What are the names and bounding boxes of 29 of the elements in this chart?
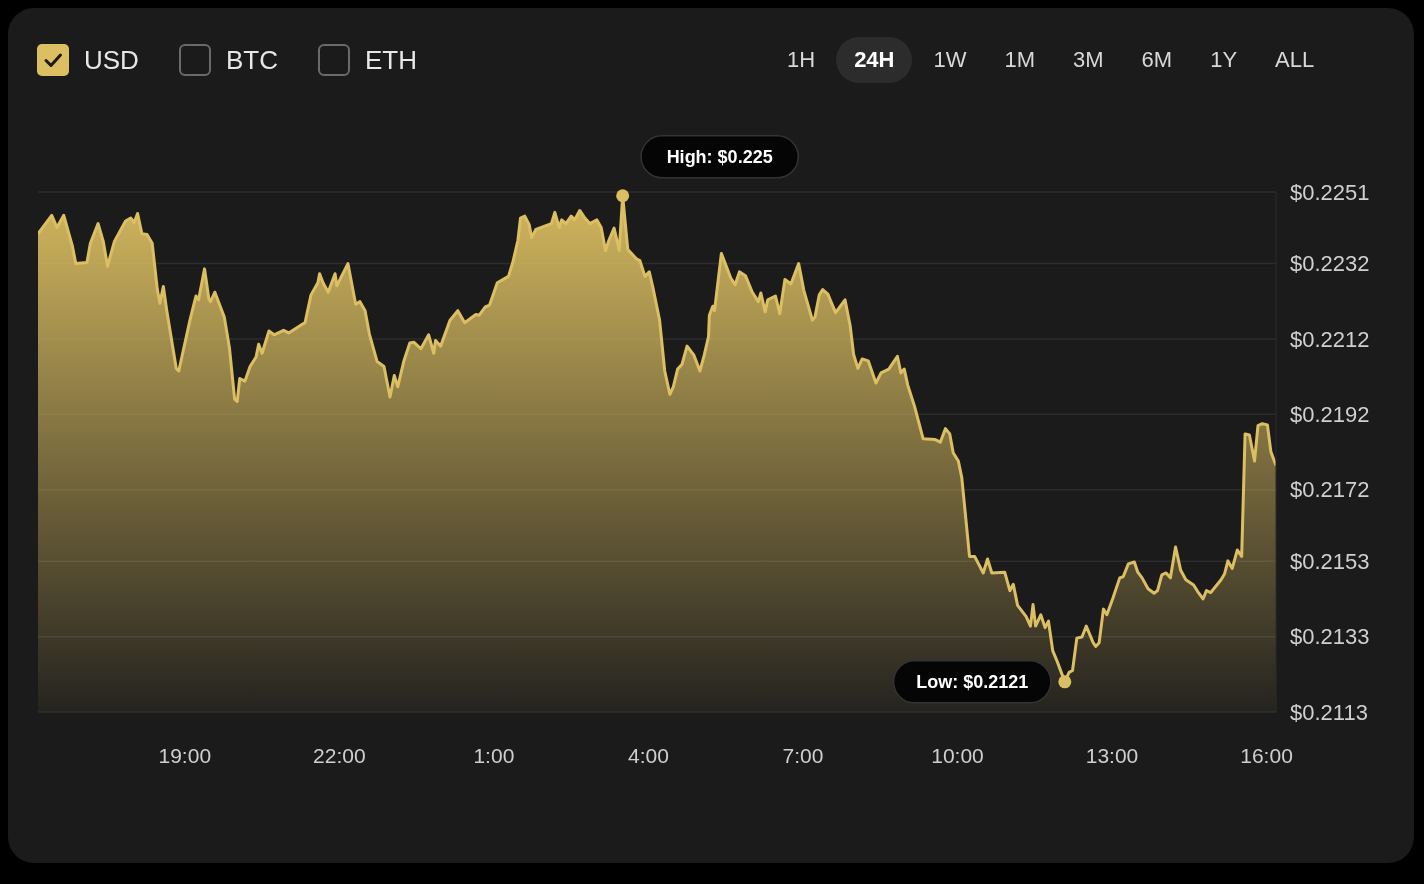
x-tick-label: 7:00 <box>782 743 824 767</box>
legend-label: USD <box>84 44 139 76</box>
y-tick-label: $0.2192 <box>1290 402 1370 428</box>
y-tick-label: $0.2212 <box>1290 326 1370 352</box>
annotation: Low: $0.2121 <box>916 672 1029 693</box>
text: ETH <box>364 44 417 76</box>
x-tick-label: 19:00 <box>158 743 212 767</box>
annotation: High: $0.225 <box>666 147 773 168</box>
y-tick-label: $0.2251 <box>1290 179 1370 205</box>
text: 3M <box>1072 46 1105 74</box>
text: 1Y <box>1209 46 1239 74</box>
y-tick-label: $0.2133 <box>1290 624 1370 650</box>
text: 1H <box>786 46 817 74</box>
x-tick-label: 16:00 <box>1240 743 1293 767</box>
text: 1W <box>932 46 968 74</box>
x-tick-label: 1:00 <box>473 743 515 767</box>
x-tick-label: 4:00 <box>627 743 669 767</box>
text: BTC <box>225 44 278 76</box>
text: 1M <box>1003 46 1037 74</box>
text: 6M <box>1140 46 1174 74</box>
x-tick-label: 22:00 <box>313 743 366 767</box>
y-tick-label: $0.2113 <box>1290 699 1368 725</box>
y-tick-label: $0.2172 <box>1290 477 1370 503</box>
y-tick-label: $0.2153 <box>1290 549 1370 575</box>
x-tick-label: 10:00 <box>931 743 984 767</box>
x-tick-label: 13:00 <box>1085 743 1139 767</box>
y-tick-label: $0.2232 <box>1290 251 1370 277</box>
text: ALL <box>1274 46 1316 74</box>
text: 24H <box>836 37 913 83</box>
